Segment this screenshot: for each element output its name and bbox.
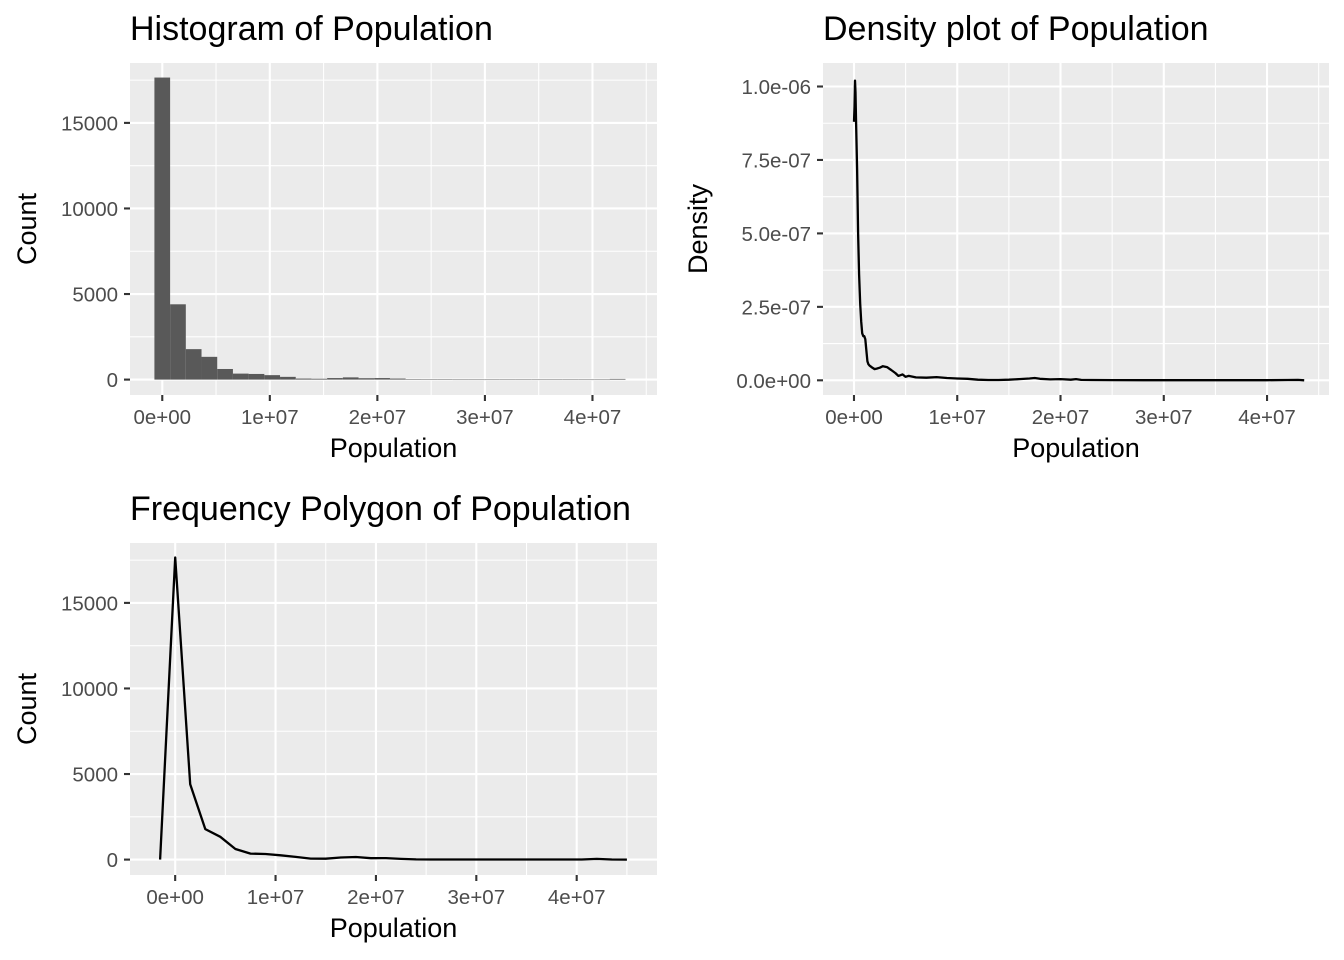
histogram-bar [295,378,312,380]
histogram-bar [499,379,516,381]
density-series-line [852,79,1305,382]
freqpoly-series-line [158,556,627,861]
y-tick-label: 5.0e-07 [741,223,811,246]
histogram-bar [437,379,453,381]
density-curve [852,79,1305,382]
x-tick-label: 3e+07 [1135,406,1193,429]
y-tick-label: 0 [107,849,118,872]
histogram-bar [594,379,610,381]
y-tick-label: 5000 [72,284,118,307]
histogram-bar [546,379,563,381]
density-y-axis-title: Density [683,183,713,274]
y-tick-label: 0.0e+00 [736,370,811,393]
density-y-axis: 0.0e+00 2.5e-07 5.0e-07 7.5e-07 1.0e-06 [736,76,823,393]
histogram-bars [154,77,626,381]
histogram-gridlines [130,63,657,395]
histogram-bar [562,379,579,381]
freqpoly-x-axis: 0e+00 1e+07 2e+07 3e+07 4e+07 [146,875,605,909]
histogram-bar [280,376,296,380]
x-tick-label: 1e+07 [247,886,305,909]
histogram-bar [405,379,422,380]
y-tick-label: 1.0e-06 [741,76,811,99]
x-tick-label: 1e+07 [241,406,299,429]
histogram-bar [185,349,202,380]
freqpoly-plot-area [130,543,657,875]
histogram-bar [170,304,186,380]
histogram-x-axis-title: Population [330,433,458,463]
x-tick-label: 2e+07 [347,886,405,909]
x-tick-label: 1e+07 [928,406,986,429]
histogram-bar [342,377,359,380]
y-tick-label: 7.5e-07 [741,149,811,172]
freqpoly-y-axis: 0 5000 10000 15000 [61,592,130,872]
y-tick-label: 10000 [61,678,118,701]
histogram-y-axis-title: Count [12,192,42,265]
density-x-axis-title: Population [1012,433,1140,463]
histogram-bar [358,378,375,380]
y-tick-label: 15000 [61,112,118,135]
histogram-bar [264,375,281,380]
density-x-axis: 0e+00 1e+07 2e+07 3e+07 4e+07 [825,395,1296,429]
histogram-bar [468,379,485,381]
histogram-bar [452,379,469,381]
freqpoly-line [158,556,627,861]
histogram-title: Histogram of Population [130,10,493,48]
histogram-bar [578,379,595,381]
histogram-bar [484,379,500,381]
histogram-bar [201,356,218,380]
histogram-bar [531,379,547,381]
density-plot-area [823,63,1329,395]
histogram-panel: Histogram of Population 050001000015000 … [12,10,657,463]
histogram-bar [217,368,233,380]
y-tick-label: 5000 [72,764,118,787]
histogram-bar [232,373,249,380]
density-gridlines [823,63,1329,395]
histogram-x-axis: 0e+00 1e+07 2e+07 3e+07 4e+07 [133,395,621,429]
y-tick-label: 0 [107,369,118,392]
x-tick-label: 2e+07 [349,406,407,429]
freqpoly-y-axis-title: Count [12,672,42,745]
x-tick-label: 4e+07 [1238,406,1296,429]
x-tick-label: 3e+07 [448,886,506,909]
histogram-bar [515,379,532,381]
x-tick-label: 0e+00 [146,886,204,909]
histogram-bar [374,378,390,380]
histogram-bar [154,77,171,380]
freqpoly-panel: Frequency Polygon of Population 0 5000 100… [12,490,657,943]
histogram-y-axis: 0 5000 10000 15000 [61,112,130,392]
density-title: Density plot of Population [823,10,1209,48]
x-tick-label: 4e+07 [548,886,606,909]
freqpoly-title: Frequency Polygon of Population [130,490,631,528]
histogram-bar [327,378,343,380]
x-tick-label: 3e+07 [456,406,514,429]
x-tick-label: 4e+07 [564,406,622,429]
y-tick-label: 10000 [61,198,118,221]
histogram-bar [248,373,265,380]
histogram-plot-area [130,63,657,395]
x-tick-label: 0e+00 [133,406,191,429]
x-tick-label: 0e+00 [825,406,883,429]
histogram-bar [421,379,438,381]
freqpoly-x-axis-title: Population [330,913,458,943]
freqpoly-gridlines [130,543,657,875]
y-tick-label: 2.5e-07 [741,296,811,319]
density-panel: Density plot of Population 0.0e+00 2.5e-0… [683,10,1329,463]
x-tick-label: 2e+07 [1032,406,1090,429]
histogram-bar [389,378,406,380]
histogram-bar [609,378,626,380]
y-tick-label: 15000 [61,592,118,615]
histogram-bar [311,378,328,380]
